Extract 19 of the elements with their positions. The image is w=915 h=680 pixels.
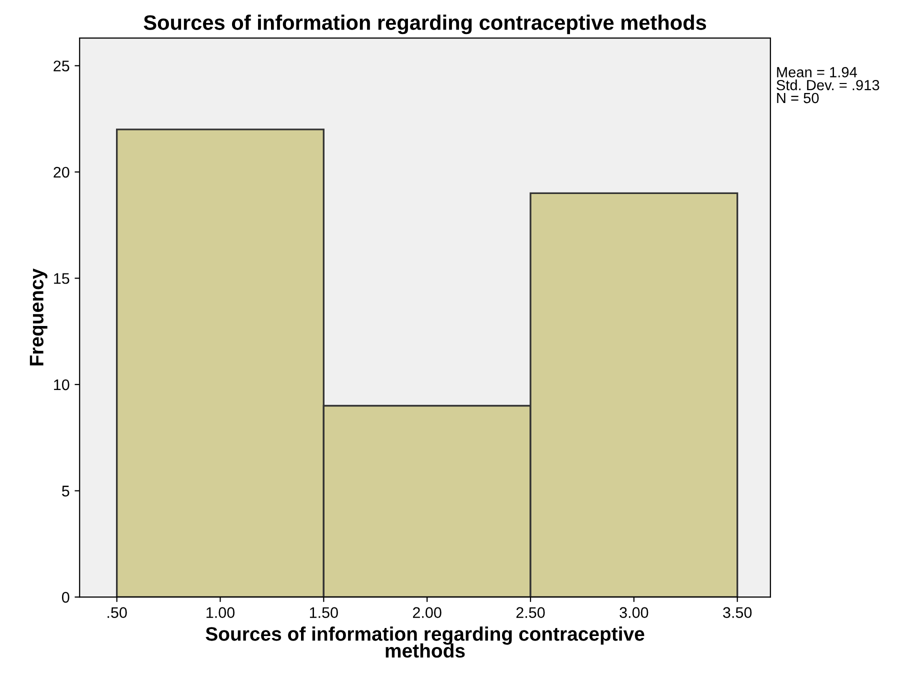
x-tick-label: 1.00 (206, 607, 235, 618)
text: Std. Dev. = .913 (776, 80, 880, 90)
text: N = 50 (777, 92, 819, 104)
y-tick-label: 20 (54, 166, 70, 178)
x-axis-title: Sources of information regarding contraceptive methods (206, 626, 644, 658)
x-tick-label: 3.00 (620, 607, 648, 618)
x-tick-label: 2.50 (516, 607, 545, 618)
chart-title: Sources of information regarding contraceptive methods (144, 14, 706, 34)
y-axis-title: Frequency (30, 268, 48, 366)
y-tick-label: 15 (54, 273, 70, 284)
x-tick-label: .50 (108, 607, 127, 618)
y-tick-label: 10 (54, 379, 70, 390)
text: Mean = 1.94 (777, 67, 857, 78)
x-tick-label: 3.50 (723, 607, 752, 618)
x-tick-label: 2.00 (412, 607, 442, 618)
x-tick-label: 1.50 (310, 607, 338, 618)
y-tick-label: 0 (62, 592, 70, 603)
y-tick-label: 5 (62, 486, 70, 496)
y-tick-label: 25 (54, 60, 70, 72)
